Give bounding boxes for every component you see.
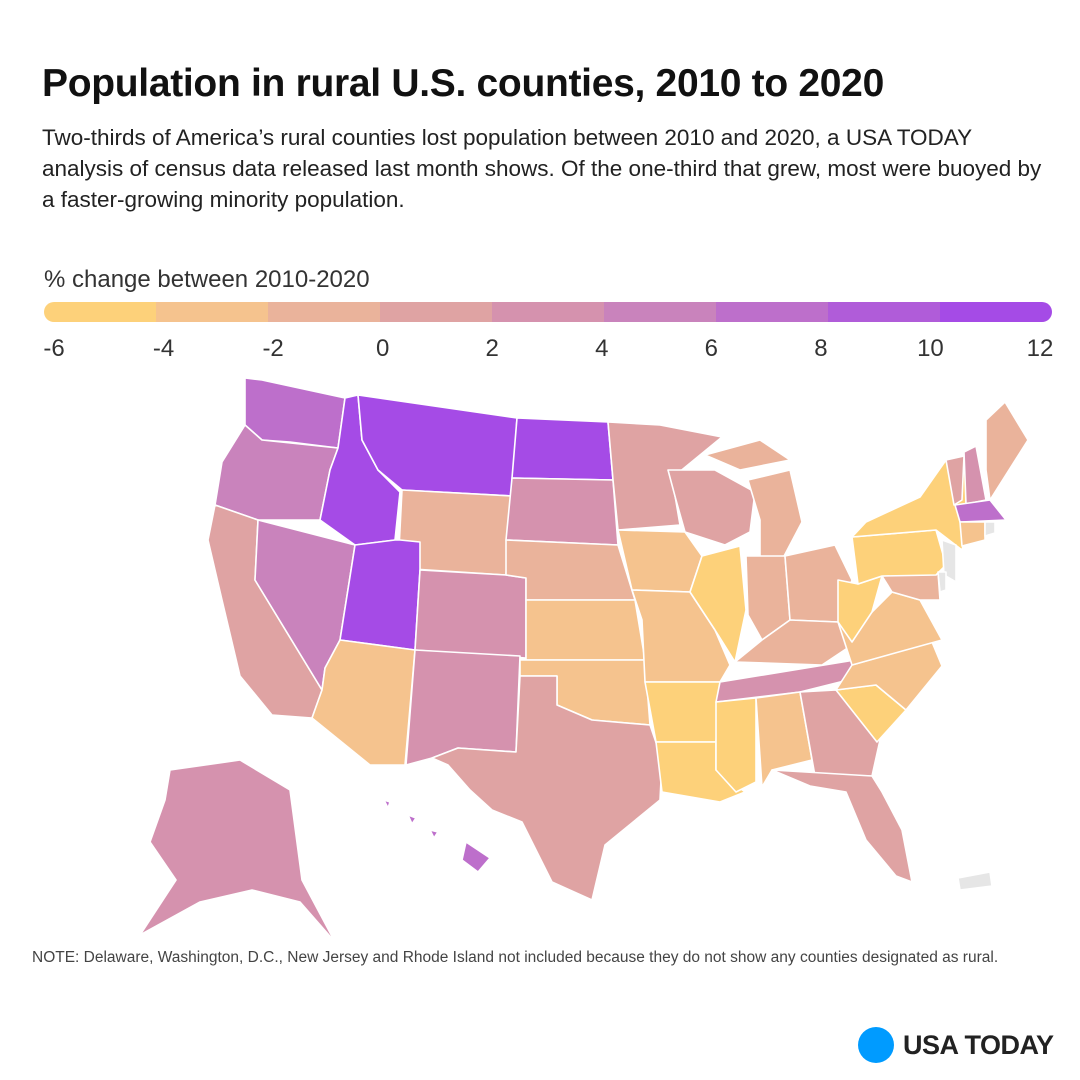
- legend-tick-label: 6: [704, 335, 719, 362]
- legend-swatch: [492, 302, 604, 322]
- state-me: [985, 401, 1029, 501]
- legend-swatch: [604, 302, 716, 322]
- state-vt: [945, 455, 965, 506]
- footnote: NOTE: Delaware, Washington, D.C., New Je…: [32, 949, 999, 966]
- state-tx: [431, 675, 663, 901]
- legend-tick-label: 2: [485, 335, 499, 362]
- state-ia: [617, 529, 703, 593]
- state-sd: [505, 477, 619, 546]
- legend-tick-label: 12: [1026, 335, 1054, 362]
- legend-swatch: [44, 302, 156, 322]
- state-hi: [383, 799, 491, 873]
- state-ma: [954, 499, 1007, 523]
- state-de: [937, 571, 947, 593]
- chart-title: Population in rural U.S. counties, 2010 …: [42, 62, 884, 105]
- legend-color-scale: [44, 302, 1052, 322]
- state-ky: [734, 619, 853, 666]
- legend-swatch: [156, 302, 268, 322]
- legend-swatch: [268, 302, 380, 322]
- state-wi: [667, 469, 756, 546]
- legend-swatch: [828, 302, 940, 322]
- state-ks: [525, 599, 646, 661]
- state-ga: [799, 689, 881, 777]
- state-al: [755, 691, 813, 788]
- state-ri: [984, 521, 996, 537]
- legend-tick-label: -6: [43, 335, 65, 362]
- state-ct: [959, 521, 986, 547]
- legend-tick-label: 10: [917, 335, 944, 362]
- state-co: [414, 569, 527, 659]
- state-nh: [963, 445, 987, 505]
- legend-tick-label: -2: [262, 335, 284, 362]
- state-pr: [957, 871, 993, 891]
- usa-today-logo: USA TODAY: [858, 1027, 1054, 1063]
- state-ne: [505, 539, 636, 601]
- brand-dot-icon: [858, 1027, 894, 1063]
- brand-name: USA TODAY: [903, 1029, 1054, 1060]
- legend-swatch: [940, 302, 1052, 322]
- legend-tick-label: 8: [814, 335, 828, 362]
- state-ar: [644, 681, 721, 743]
- legend-swatch: [716, 302, 828, 322]
- state-ms: [715, 697, 757, 793]
- legend-tick-label: 4: [595, 335, 609, 362]
- legend-tick-label: -4: [152, 335, 175, 362]
- state-tn: [715, 659, 856, 703]
- chart-description: Two-thirds of America’s rural counties l…: [42, 125, 1042, 212]
- state-ak: [139, 759, 336, 943]
- legend-title: % change between 2010-2020: [44, 266, 370, 293]
- state-nd: [511, 417, 614, 481]
- legend-tick-label: 0: [375, 335, 390, 362]
- state-fl: [771, 769, 913, 883]
- legend-swatch: [380, 302, 492, 322]
